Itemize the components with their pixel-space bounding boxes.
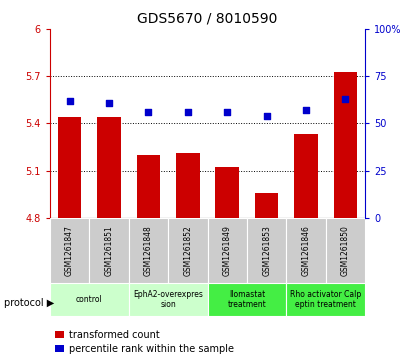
Bar (176, 153, 200, 218)
Text: GSM1261849: GSM1261849 (223, 225, 232, 276)
Bar (294, 134, 318, 218)
Bar (168, 218, 208, 283)
Bar (215, 167, 239, 218)
Point (105, 100, 112, 106)
Bar (286, 218, 326, 283)
Point (264, 113, 270, 119)
Text: Rho activator Calp
eptin treatment: Rho activator Calp eptin treatment (290, 290, 361, 309)
Bar (334, 72, 357, 218)
Text: GSM1261850: GSM1261850 (341, 225, 350, 276)
Text: protocol ▶: protocol ▶ (4, 298, 54, 308)
Bar (58, 117, 81, 218)
Text: GSM1261847: GSM1261847 (65, 225, 74, 276)
Text: GSM1261853: GSM1261853 (262, 225, 271, 276)
Text: EphA2-overexpres
sion: EphA2-overexpres sion (133, 290, 203, 309)
Bar (50, 283, 129, 316)
Point (145, 109, 152, 115)
Bar (286, 283, 365, 316)
Legend: transformed count, percentile rank within the sample: transformed count, percentile rank withi… (55, 330, 234, 354)
Bar (129, 218, 168, 283)
Point (184, 109, 191, 115)
Bar (208, 283, 286, 316)
Text: GSM1261846: GSM1261846 (302, 225, 310, 276)
Text: GSM1261848: GSM1261848 (144, 225, 153, 276)
Text: control: control (76, 295, 103, 304)
Bar (247, 218, 286, 283)
Point (224, 109, 231, 115)
Point (66, 98, 73, 104)
Bar (129, 283, 208, 316)
Bar (255, 193, 278, 218)
Text: GSM1261851: GSM1261851 (105, 225, 113, 276)
Bar (97, 117, 121, 218)
Point (342, 96, 349, 102)
Bar (208, 218, 247, 283)
Title: GDS5670 / 8010590: GDS5670 / 8010590 (137, 11, 278, 25)
Point (303, 107, 309, 113)
Bar (50, 218, 89, 283)
Bar (326, 218, 365, 283)
Bar (137, 155, 160, 218)
Text: GSM1261852: GSM1261852 (183, 225, 192, 276)
Bar (89, 218, 129, 283)
Text: Ilomastat
treatment: Ilomastat treatment (227, 290, 266, 309)
